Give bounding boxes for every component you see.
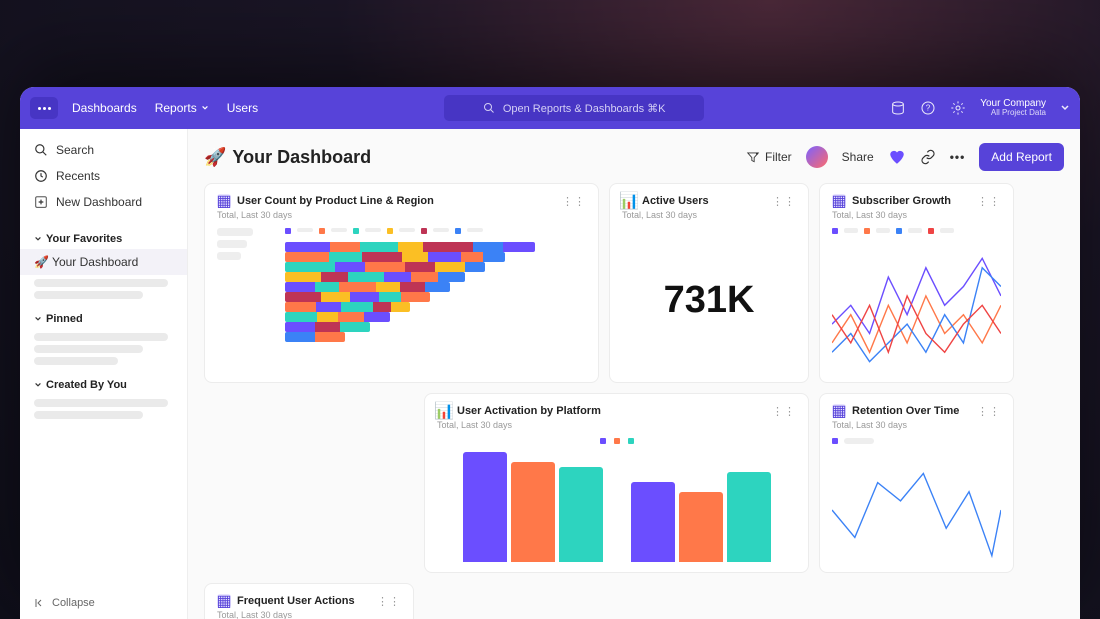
copy-link-button[interactable] [920,149,936,165]
collapse-icon [34,597,46,609]
card-subtitle: Total, Last 30 days [832,210,1001,220]
chart-icon: ▦ [832,404,846,418]
nav-users[interactable]: Users [227,101,258,115]
share-button[interactable]: Share [842,150,874,164]
avatar[interactable] [806,146,828,168]
app-window: Dashboards Reports Users Open Reports & … [20,87,1080,619]
chart-icon: ▦ [832,194,846,208]
chevron-down-icon[interactable] [1060,103,1070,113]
card-more-button[interactable]: ⋮⋮ [377,595,401,608]
card-subtitle: Total, Last 30 days [832,420,1001,430]
heart-icon [888,148,906,166]
card-subtitle: Total, Last 30 days [217,210,586,220]
card-more-button[interactable]: ⋮⋮ [977,405,1001,418]
chart-icon: ▦ [217,194,231,208]
sidebar-collapse[interactable]: Collapse [20,587,187,619]
clock-icon [34,169,48,183]
card-title: Subscriber Growth [852,195,951,207]
card-title: User Activation by Platform [457,405,601,417]
card-user-count: ▦ User Count by Product Line & Region ⋮⋮… [204,183,599,383]
chevron-down-icon [201,104,209,112]
top-nav: Dashboards Reports Users Open Reports & … [20,87,1080,129]
card-title: User Count by Product Line & Region [237,195,434,207]
sidebar-item-recents[interactable]: Recents [20,163,187,189]
more-button[interactable]: ••• [950,150,966,164]
line-chart [832,238,1001,372]
nav-reports[interactable]: Reports [155,101,209,115]
card-subtitle: Total, Last 30 days [622,210,796,220]
nav-links: Dashboards Reports Users [72,101,258,115]
bar-chart [437,438,796,562]
sidebar-section-head[interactable]: Created By You [20,369,187,395]
card-more-button[interactable]: ⋮⋮ [772,195,796,208]
sidebar-item-new[interactable]: New Dashboard [20,189,187,215]
card-subscriber-growth: ▦ Subscriber Growth ⋮⋮ Total, Last 30 da… [819,183,1014,383]
sidebar-item-label: New Dashboard [56,195,142,209]
global-search[interactable]: Open Reports & Dashboards ⌘K [444,95,704,121]
bar-icon: 📊 [622,194,636,208]
sidebar-item-search[interactable]: Search [20,137,187,163]
bar-icon: 📊 [437,404,451,418]
company-switcher[interactable]: Your Company All Project Data [980,98,1046,118]
database-icon[interactable] [890,100,906,116]
line-chart [832,448,1001,562]
help-icon[interactable]: ? [920,100,936,116]
sidebar-item-label: Recents [56,169,100,183]
sidebar-item[interactable]: 🚀 Your Dashboard [20,249,187,275]
search-placeholder: Open Reports & Dashboards ⌘K [503,102,666,115]
dashboard-grid: ▦ User Count by Product Line & Region ⋮⋮… [204,183,1064,619]
gear-icon[interactable] [950,100,966,116]
sidebar-item-label: Search [56,143,94,157]
nav-right: ? Your Company All Project Data [890,98,1070,118]
main: 🚀Your Dashboard Filter Share ••• [188,129,1080,619]
card-title: Active Users [642,195,709,207]
card-retention: ▦ Retention Over Time ⋮⋮ Total, Last 30 … [819,393,1014,573]
sidebar-section-head[interactable]: Your Favorites [20,223,187,249]
card-active-users: 📊 Active Users ⋮⋮ Total, Last 30 days 73… [609,183,809,383]
card-more-button[interactable]: ⋮⋮ [772,405,796,418]
card-title: Frequent User Actions [237,595,355,607]
card-more-button[interactable]: ⋮⋮ [562,195,586,208]
card-user-activation: 📊 User Activation by Platform ⋮⋮ Total, … [424,393,809,573]
link-icon [920,149,936,165]
svg-text:?: ? [926,104,931,113]
nav-dashboards[interactable]: Dashboards [72,101,137,115]
favorite-button[interactable] [888,148,906,166]
company-sub: All Project Data [980,109,1046,118]
card-subtitle: Total, Last 30 days [437,420,796,430]
card-frequent-actions: ▦ Frequent User Actions ⋮⋮ Total, Last 3… [204,583,414,619]
page-header: 🚀Your Dashboard Filter Share ••• [204,143,1064,171]
card-subtitle: Total, Last 30 days [217,610,401,619]
app-menu-button[interactable] [30,97,58,119]
plus-icon [34,195,48,209]
search-icon [34,143,48,157]
sidebar-section-head[interactable]: Pinned [20,303,187,329]
collapse-label: Collapse [52,597,95,609]
add-report-button[interactable]: Add Report [979,143,1064,171]
filter-icon [746,150,760,164]
card-title: Retention Over Time [852,405,959,417]
chart-icon: ▦ [217,594,231,608]
filter-button[interactable]: Filter [746,150,792,164]
page-title: 🚀Your Dashboard [204,147,371,168]
metric-value: 731K [622,228,796,372]
sidebar: Search Recents New Dashboard Your Favori… [20,129,188,619]
search-icon [483,102,495,114]
card-more-button[interactable]: ⋮⋮ [977,195,1001,208]
